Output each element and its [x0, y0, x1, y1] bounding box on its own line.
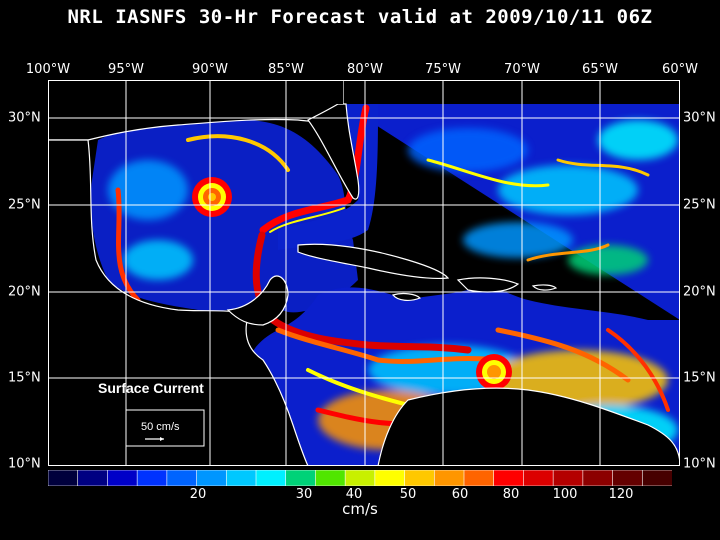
colorbar-swatch — [255, 470, 287, 486]
lon-label-100w: 100°W — [25, 62, 71, 77]
south-america — [377, 387, 680, 466]
lon-label-90w: 90°W — [192, 62, 228, 77]
map-title: NRL IASNFS 30-Hr Forecast valid at 2009/… — [67, 6, 653, 28]
lon-label-65w: 65°W — [582, 62, 618, 77]
colorbar-swatch — [77, 470, 109, 486]
lat-label-30n-left: 30°N — [8, 110, 41, 126]
colorbar-swatch — [196, 470, 228, 486]
lat-label-10n-left: 10°N — [8, 456, 41, 472]
lat-label-25n-left: 25°N — [8, 197, 41, 213]
legend-ref-vector-label: 50 cm/s — [141, 421, 180, 433]
colorbar-swatch — [493, 470, 525, 486]
lon-label-80w: 80°W — [347, 62, 383, 77]
colorbar-swatch — [166, 470, 198, 486]
legend-label: Surface Current — [98, 380, 204, 396]
colorbar-units: cm/s — [342, 500, 378, 518]
lat-label-20n-right: 20°N — [683, 284, 716, 300]
lat-label-15n-right: 15°N — [683, 370, 716, 386]
legend-ref-box — [125, 409, 205, 447]
colorbar-swatch — [582, 470, 614, 486]
colorbar-swatch — [552, 470, 584, 486]
jamaica — [391, 292, 422, 301]
puerto-rico — [531, 284, 558, 291]
lon-label-75w: 75°W — [425, 62, 461, 77]
colorbar-swatch — [641, 470, 672, 486]
caribbean-eddy — [476, 354, 512, 390]
lat-lon-grid — [48, 80, 680, 466]
colorbar-tick-80: 80 — [502, 487, 520, 502]
colorbar-swatch — [285, 470, 317, 486]
colorbar-tick-100: 100 — [552, 487, 578, 502]
colorbar-swatch — [107, 470, 138, 486]
gulf-eddy — [192, 177, 232, 217]
colorbar-swatch — [344, 470, 376, 486]
lat-label-15n-left: 15°N — [8, 370, 41, 386]
lon-label-85w: 85°W — [268, 62, 304, 77]
colorbar-tick-40: 40 — [345, 487, 363, 502]
colorbar-swatch — [374, 470, 406, 486]
colorbar-swatch — [463, 470, 495, 486]
colorbar-tick-50: 50 — [399, 487, 417, 502]
colorbar-swatch — [136, 470, 168, 486]
ocean-current-map: Surface Current 50 cm/s — [48, 80, 680, 466]
colorbar-tick-30: 30 — [295, 487, 313, 502]
lat-label-20n-left: 20°N — [8, 284, 41, 300]
florida — [307, 103, 360, 200]
colorbar-swatch — [523, 470, 554, 486]
cuba — [297, 243, 450, 279]
colorbar-tick-60: 60 — [451, 487, 469, 502]
lon-label-95w: 95°W — [108, 62, 144, 77]
colorbar-tick-120: 120 — [608, 487, 634, 502]
colorbar-swatch — [315, 470, 346, 486]
colorbar-swatch — [612, 470, 644, 486]
colorbar — [48, 470, 672, 486]
lon-label-60w: 60°W — [662, 62, 698, 77]
colorbar-swatch — [433, 470, 465, 486]
lat-label-25n-right: 25°N — [683, 197, 716, 213]
lat-label-30n-right: 30°N — [683, 110, 716, 126]
colorbar-tick-20: 20 — [189, 487, 207, 502]
lat-label-10n-right: 10°N — [683, 456, 716, 472]
lon-label-70w: 70°W — [504, 62, 540, 77]
colorbar-swatch — [404, 470, 436, 486]
map-border — [48, 80, 680, 466]
colorbar-swatch — [225, 470, 257, 486]
colorbar-swatch — [48, 470, 79, 486]
